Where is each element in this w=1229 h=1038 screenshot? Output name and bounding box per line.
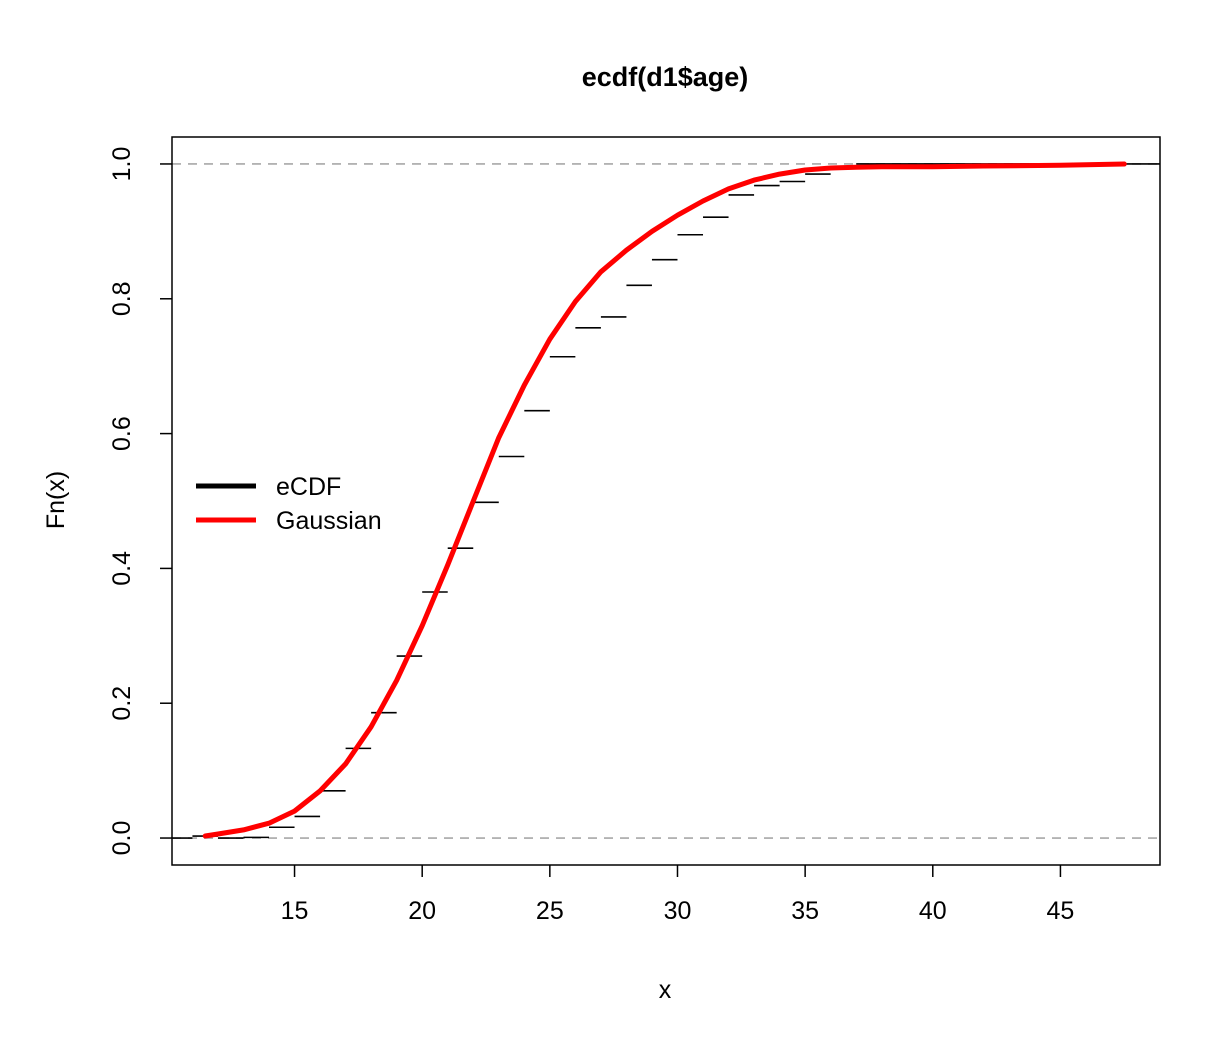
y-axis-label: Fn(x) [42,471,70,529]
y-tick-label: 0.2 [108,686,136,721]
x-tick-label: 45 [1047,897,1075,925]
x-tick-label: 35 [791,897,819,925]
x-tick-label: 15 [281,897,309,925]
ecdf-series [172,163,1160,839]
plot-frame [171,136,1161,866]
legend-label-gaussian: Gaussian [276,507,382,535]
y-tick-label: 0.8 [108,281,136,316]
x-tick-label: 20 [408,897,436,925]
legend-label-ecdf: eCDF [276,473,341,501]
y-axis: 0.0 0.2 0.4 0.6 0.8 1.0 [108,147,172,856]
y-tick-label: 0.4 [108,551,136,586]
x-tick-label: 25 [536,897,564,925]
x-tick-label: 40 [919,897,947,925]
gaussian-curve [202,161,1127,839]
reference-lines [172,163,1160,839]
x-axis-label: x [659,976,672,1004]
legend: eCDF Gaussian [196,473,382,535]
y-tick-label: 0.6 [108,416,136,451]
x-tick-label: 30 [664,897,692,925]
gaussian-series [202,161,1127,839]
y-tick-label: 1.0 [108,147,136,182]
chart-title: ecdf(d1$age) [582,62,749,92]
y-tick-label: 0.0 [108,821,136,856]
x-axis: 15 20 25 30 35 40 45 [281,865,1075,925]
